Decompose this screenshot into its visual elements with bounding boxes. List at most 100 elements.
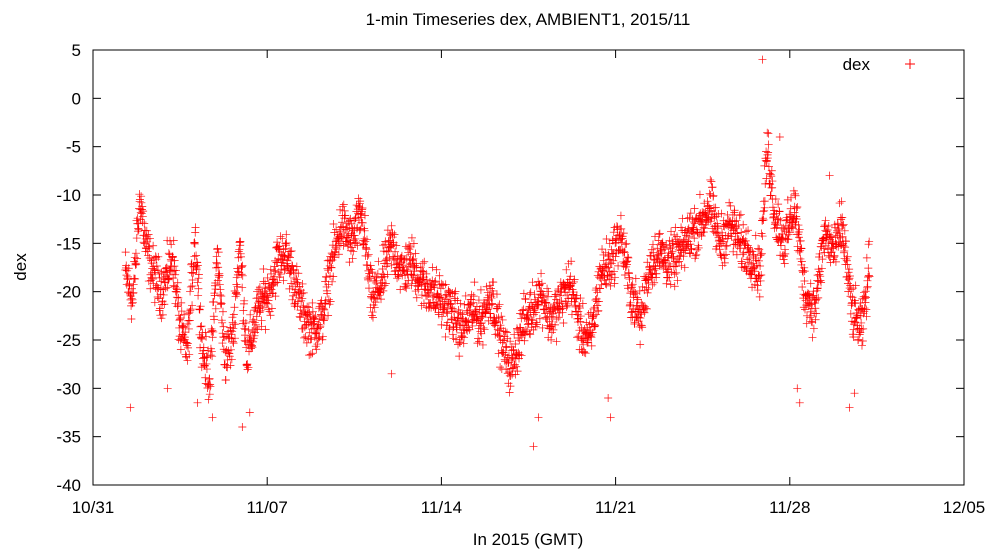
data-point <box>232 280 241 289</box>
data-point <box>544 287 553 296</box>
data-point <box>175 316 184 325</box>
data-point <box>752 261 761 270</box>
data-point <box>864 273 873 282</box>
data-point <box>209 297 218 306</box>
data-point <box>193 261 202 270</box>
data-point <box>730 206 739 215</box>
chart-title: 1-min Timeseries dex, AMBIENT1, 2015/11 <box>366 10 691 29</box>
data-point <box>150 266 159 275</box>
data-point <box>180 310 189 319</box>
data-point <box>321 277 330 286</box>
data-point <box>699 228 708 237</box>
data-point <box>601 262 610 271</box>
data-point <box>432 265 441 274</box>
data-point <box>185 316 194 325</box>
data-point <box>311 312 320 321</box>
y-tick-label: -10 <box>56 186 81 205</box>
data-point <box>594 297 603 306</box>
data-point <box>186 305 195 314</box>
data-point <box>567 257 576 266</box>
x-tick-label: 11/07 <box>247 498 288 517</box>
data-point <box>343 233 352 242</box>
data-point <box>762 147 771 156</box>
data-point <box>394 272 403 281</box>
data-point <box>267 304 276 313</box>
data-point <box>477 329 486 338</box>
data-point <box>581 349 590 358</box>
data-point <box>865 237 874 246</box>
data-point <box>407 233 416 242</box>
data-point <box>598 245 607 254</box>
data-point <box>793 202 802 211</box>
data-point <box>573 333 582 342</box>
data-point <box>431 277 440 286</box>
data-point <box>665 273 674 282</box>
data-point <box>122 271 131 280</box>
data-point <box>176 345 185 354</box>
data-point <box>705 206 714 215</box>
data-point <box>299 301 308 310</box>
y-tick-label: -5 <box>66 138 81 157</box>
data-point <box>642 283 651 292</box>
data-point <box>420 257 429 266</box>
data-point <box>364 250 373 259</box>
data-point <box>356 225 365 234</box>
data-point <box>259 265 268 274</box>
data-point <box>755 292 764 301</box>
data-point <box>697 232 706 241</box>
data-point <box>731 240 740 249</box>
data-point <box>805 294 814 303</box>
data-point <box>396 285 405 294</box>
data-point <box>795 247 804 256</box>
data-point <box>709 191 718 200</box>
data-point <box>329 220 338 229</box>
data-point <box>195 305 204 314</box>
data-point <box>264 296 273 305</box>
data-point <box>184 316 193 325</box>
data-point <box>408 255 417 264</box>
data-point <box>133 254 142 263</box>
data-point <box>406 250 415 259</box>
legend-marker-dex <box>905 59 915 69</box>
data-point <box>294 269 303 278</box>
data-point <box>454 314 463 323</box>
data-point <box>163 283 172 292</box>
data-point <box>816 276 825 285</box>
data-point <box>210 291 219 300</box>
data-point <box>630 288 639 297</box>
data-point <box>857 325 866 334</box>
data-point <box>393 274 402 283</box>
data-point <box>714 209 723 218</box>
data-point <box>815 252 824 261</box>
data-point <box>759 207 768 216</box>
data-point <box>690 234 699 243</box>
data-point <box>739 220 748 229</box>
data-point <box>853 311 862 320</box>
data-point <box>627 283 636 292</box>
data-point <box>453 313 462 322</box>
data-point <box>205 390 214 399</box>
data-point <box>181 328 190 337</box>
data-point <box>364 275 373 284</box>
data-point <box>800 267 809 276</box>
data-point <box>519 305 528 314</box>
data-point <box>275 273 284 282</box>
data-point <box>672 268 681 277</box>
data-point <box>542 298 551 307</box>
data-point <box>573 318 582 327</box>
data-point <box>269 289 278 298</box>
data-point <box>159 290 168 299</box>
data-point <box>137 198 146 207</box>
data-point <box>412 293 421 302</box>
data-point <box>813 284 822 293</box>
y-axis: 5 0 -5 -10 -15 -20 -25 -30 -35 -40 <box>56 41 964 495</box>
data-point <box>715 245 724 254</box>
data-point <box>623 257 632 266</box>
data-point <box>589 311 598 320</box>
data-point <box>624 253 633 262</box>
plot-frame <box>92 49 965 486</box>
data-point <box>250 318 259 327</box>
data-point <box>838 221 847 230</box>
data-point <box>164 275 173 284</box>
data-point <box>566 281 575 290</box>
